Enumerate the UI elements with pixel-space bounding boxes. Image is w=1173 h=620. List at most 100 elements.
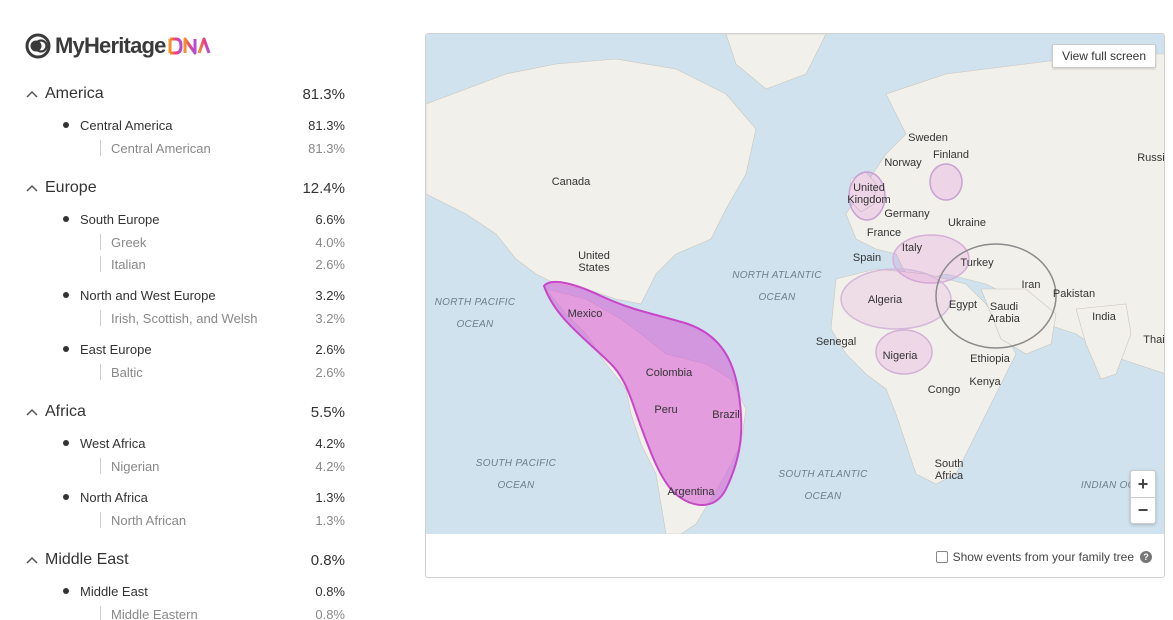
- bullet-icon: [63, 494, 69, 500]
- map-label-ukraine: Ukraine: [948, 217, 986, 229]
- show-events-checkbox[interactable]: [935, 550, 948, 563]
- map-label-nigeria: Nigeria: [882, 350, 918, 362]
- ethnicity-name: Baltic: [111, 364, 143, 380]
- subregion-west-africa[interactable]: West Africa 4.2%: [25, 432, 345, 454]
- chevron-up-icon: [25, 87, 39, 101]
- subregion-name: North and West Europe: [80, 287, 216, 303]
- map-label-turkey: Turkey: [960, 257, 994, 269]
- subregion-percentage: 81.3%: [308, 117, 345, 133]
- map-footer: Show events from your family tree ?: [426, 534, 1164, 577]
- subregion-name: East Europe: [80, 341, 152, 357]
- map-label-algeria: Algeria: [867, 294, 903, 306]
- region-header-america[interactable]: America 81.3%: [25, 80, 345, 108]
- ethnicity-name: North African: [111, 512, 187, 528]
- subregion-east-europe[interactable]: East Europe 2.6%: [25, 338, 345, 360]
- myheritage-dna-logo[interactable]: MyHeritage: [25, 32, 212, 60]
- map-label-saudi-arabia: Saudi Arabia: [988, 301, 1020, 325]
- logo-dna-wordmark: [168, 37, 212, 55]
- zoom-in-button[interactable]: +: [1137, 473, 1149, 494]
- map-label-thailand: Thai: [1143, 334, 1165, 346]
- ocean-label-north-pacific: NORTH PACIFIC OCEAN: [434, 297, 516, 330]
- map-label-pakistan: Pakistan: [1052, 288, 1096, 300]
- map-label-ethiopia: Ethiopia: [970, 353, 1010, 365]
- tree-line: [100, 256, 101, 272]
- subregion-middle-east[interactable]: Middle East 0.8%: [25, 580, 345, 602]
- chevron-up-icon: [25, 405, 39, 419]
- ethnicity-north-african[interactable]: North African 1.3%: [25, 510, 345, 530]
- map-label-united-states: United States: [578, 250, 610, 274]
- highlight-middle-east: [935, 243, 1057, 349]
- subregion-north-and-west-europe[interactable]: North and West Europe 3.2%: [25, 284, 345, 306]
- bullet-icon: [63, 588, 69, 594]
- landmass-eurasia: [845, 53, 1164, 374]
- region-name: Europe: [45, 179, 97, 196]
- ethnicity-percentage: 0.8%: [315, 606, 345, 620]
- logo-text: MyHeritage: [55, 33, 166, 58]
- ethnicity-percentage: 3.2%: [315, 310, 345, 326]
- subregion-south-europe[interactable]: South Europe 6.6%: [25, 208, 345, 230]
- ethnicity-baltic[interactable]: Baltic 2.6%: [25, 362, 345, 382]
- map-label-united-kingdom: United Kingdom: [847, 182, 891, 206]
- ocean-label-indian: INDIAN OC: [1080, 480, 1136, 491]
- ethnicity-percentage: 1.3%: [315, 512, 345, 528]
- ethnicity-nigerian[interactable]: Nigerian 4.2%: [25, 456, 345, 476]
- map-label-spain: Spain: [852, 252, 882, 264]
- ethnicity-central-american[interactable]: Central American 81.3%: [25, 138, 345, 158]
- map-label-south-africa: South Africa: [934, 458, 964, 482]
- ocean-label-south-pacific: SOUTH PACIFIC OCEAN: [475, 458, 557, 491]
- region-percentage: 0.8%: [310, 551, 345, 569]
- subregion-percentage: 2.6%: [315, 341, 345, 357]
- region-name: Africa: [45, 403, 86, 420]
- region-percentage: 12.4%: [302, 179, 345, 197]
- myheritage-logo-icon: [25, 33, 51, 59]
- landmass-north-america: [426, 58, 757, 305]
- ethnicity-percentage: 2.6%: [315, 256, 345, 272]
- map-label-mexico: Mexico: [567, 308, 603, 320]
- region-name: Middle East: [45, 551, 129, 568]
- highlight-baltic: [929, 163, 963, 201]
- bullet-icon: [63, 292, 69, 298]
- subregion-north-africa[interactable]: North Africa 1.3%: [25, 486, 345, 508]
- map-label-congo: Congo: [927, 384, 961, 396]
- view-full-screen-button[interactable]: View full screen: [1052, 44, 1156, 68]
- show-events-label[interactable]: Show events from your family tree: [952, 549, 1134, 564]
- region-header-africa[interactable]: Africa 5.5%: [25, 398, 345, 426]
- map-label-norway: Norway: [884, 157, 922, 169]
- ethnicity-greek[interactable]: Greek 4.0%: [25, 232, 345, 252]
- region-america: America 81.3% Central America 81.3% Cent…: [25, 80, 345, 174]
- subregion-percentage: 0.8%: [315, 583, 345, 599]
- chevron-up-icon: [25, 553, 39, 567]
- highlight-uk: [848, 171, 886, 221]
- zoom-control: + −: [1130, 470, 1156, 524]
- highlight-south-europe: [892, 234, 970, 284]
- landmass-greenland: [725, 34, 827, 90]
- dna-icon: [168, 37, 211, 55]
- map-label-france: France: [866, 227, 902, 239]
- region-header-europe[interactable]: Europe 12.4%: [25, 174, 345, 202]
- ethnicity-name: Central American: [111, 140, 211, 156]
- landmass-india: [1075, 303, 1132, 380]
- ethnicity-italian[interactable]: Italian 2.6%: [25, 254, 345, 274]
- subregion-name: Central America: [80, 117, 173, 133]
- ethnicity-percentage: 4.2%: [315, 458, 345, 474]
- bullet-icon: [63, 440, 69, 446]
- world-map[interactable]: Canada United States Mexico Colombia Per…: [426, 34, 1165, 534]
- ethnicity-map-panel: Canada United States Mexico Colombia Per…: [425, 33, 1165, 578]
- help-icon[interactable]: ?: [1140, 550, 1152, 563]
- subregion-central-america[interactable]: Central America 81.3%: [25, 114, 345, 136]
- ethnicity-percentage: 4.0%: [315, 234, 345, 250]
- region-header-middle-east[interactable]: Middle East 0.8%: [25, 546, 345, 574]
- ethnicity-middle-eastern[interactable]: Middle Eastern 0.8%: [25, 604, 345, 620]
- map-label-russia: Russi: [1137, 152, 1165, 164]
- ethnicity-irish-scottish-welsh[interactable]: Irish, Scottish, and Welsh 3.2%: [25, 308, 345, 328]
- zoom-out-button[interactable]: −: [1131, 497, 1155, 523]
- map-label-germany: Germany: [884, 208, 930, 220]
- tree-line: [100, 512, 101, 528]
- map-label-sweden: Sweden: [908, 132, 948, 144]
- region-percentage: 5.5%: [310, 403, 345, 421]
- ethnicity-list: America 81.3% Central America 81.3% Cent…: [25, 80, 345, 620]
- subregion-name: South Europe: [80, 211, 160, 227]
- tree-line: [100, 234, 101, 250]
- bullet-icon: [63, 346, 69, 352]
- region-name: America: [45, 85, 104, 102]
